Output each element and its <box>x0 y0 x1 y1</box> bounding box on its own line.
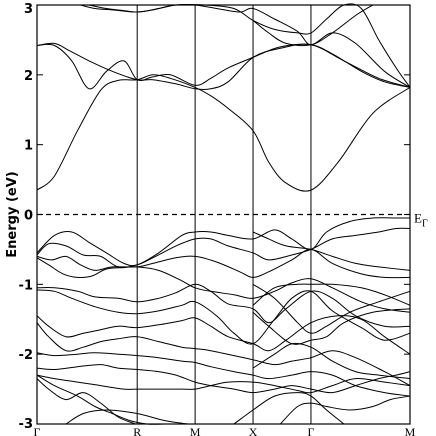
band-line-22 <box>279 395 411 425</box>
band-line-8 <box>36 227 411 268</box>
x-tick-label: M <box>405 425 416 436</box>
y-tick-label: 1 <box>24 139 33 154</box>
y-tick-label: -1 <box>19 278 33 293</box>
y-tick-label: -3 <box>19 417 33 432</box>
x-tick-label: M <box>190 425 201 436</box>
band-line-21 <box>233 392 345 425</box>
fermi-label-sub: Γ <box>422 219 428 230</box>
band-line-4 <box>80 4 411 88</box>
band-line-15 <box>36 352 411 397</box>
x-tick-label: R <box>133 425 141 436</box>
band-line-17 <box>36 374 411 394</box>
y-tick-label: 0 <box>24 209 33 224</box>
x-tick-label: Γ <box>307 425 314 436</box>
band-line-11 <box>36 283 411 328</box>
band-line-20 <box>65 409 188 425</box>
y-axis-label: Energy (eV) <box>5 171 20 257</box>
band-line-5 <box>88 3 411 88</box>
band-line-6 <box>252 4 374 47</box>
band-line-1 <box>36 74 411 192</box>
band-line-9 <box>36 248 411 279</box>
band-line-27 <box>252 342 411 380</box>
y-axis-ticks: -3 -2 -1 0 1 2 3 <box>19 2 410 432</box>
y-tick-label: -2 <box>19 348 33 363</box>
band-line-26 <box>252 283 411 334</box>
band-line-3 <box>36 42 411 91</box>
band-line-10 <box>36 257 411 313</box>
fermi-label-main: E <box>414 211 422 226</box>
band-line-25 <box>252 308 411 345</box>
y-tick-label: 2 <box>24 69 33 84</box>
x-tick-label: Γ <box>34 425 41 436</box>
band-line-13 <box>36 315 411 355</box>
band-line-24 <box>252 283 411 306</box>
fermi-level-label: EΓ <box>414 211 428 230</box>
band-lines <box>36 3 411 425</box>
band-line-16 <box>36 364 411 394</box>
band-line-23 <box>252 231 411 271</box>
band-line-14 <box>36 322 411 387</box>
y-tick-label: 3 <box>24 2 33 17</box>
band-line-19 <box>36 378 136 425</box>
band-line-12 <box>36 289 411 345</box>
x-tick-label: X <box>249 425 258 436</box>
band-line-7 <box>36 217 410 267</box>
band-line-18 <box>36 374 165 425</box>
